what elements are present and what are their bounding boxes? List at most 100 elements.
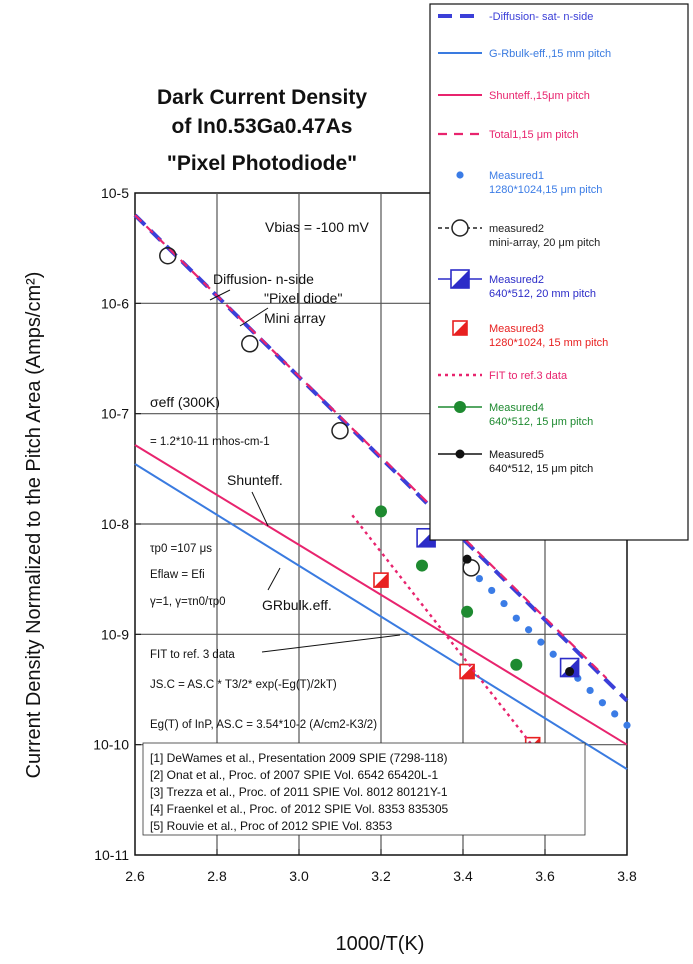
data-point xyxy=(611,710,619,718)
title-line-3: "Pixel Photodiode" xyxy=(167,152,357,175)
x-axis-label: 1000/T(K) xyxy=(336,933,425,955)
legend-marker xyxy=(456,171,464,179)
axis-ticks: 2.6 2.8 3.0 3.2 3.4 3.6 3.8 10-5 10-6 10-7 10-8 10-… xyxy=(93,185,637,884)
x-tick-label: 3.6 xyxy=(535,868,555,884)
legend-marker xyxy=(455,449,465,459)
data-point xyxy=(462,554,472,564)
annotation-gamma: γ=1, γ=τn0/τp0 xyxy=(150,596,226,608)
annotation-vbias: Vbias = -100 mV xyxy=(265,219,370,235)
data-point xyxy=(375,505,387,518)
legend-label: Total1,15 μm pitch xyxy=(489,129,579,141)
legend-label: measured2 xyxy=(489,223,544,235)
annotation-gr-arrow xyxy=(267,567,281,591)
legend: -Diffusion- sat- n-side G-Rbulk-eff.,15 m… xyxy=(429,3,689,541)
title-line-1: Dark Current Density xyxy=(157,86,367,109)
annotation-pixel-diode: "Pixel diode" xyxy=(264,290,342,306)
data-point xyxy=(623,721,631,729)
x-tick-label: 2.8 xyxy=(207,868,227,884)
y-axis-label: Current Density Normalized to the Pitch … xyxy=(23,272,45,779)
annotation-gr: GRbulk.eff. xyxy=(262,597,332,613)
series-line xyxy=(134,463,628,770)
legend-label: -Diffusion- sat- n-side xyxy=(489,11,593,23)
legend-label: Measured4 xyxy=(489,402,544,414)
data-point xyxy=(525,626,533,634)
legend-label: Measured1 xyxy=(489,170,544,182)
chart-title: Dark Current Density of In0.53Ga0.47As "… xyxy=(157,86,367,175)
title-line-2: of In0.53Ga0.47As xyxy=(172,115,353,138)
x-tick-label: 3.4 xyxy=(453,868,473,884)
x-tick-label: 3.2 xyxy=(371,868,391,884)
data-point xyxy=(598,699,607,707)
y-tick-label: 10-7 xyxy=(101,406,129,422)
reference-item: [1] DeWames et al., Presentation 2009 SP… xyxy=(150,751,448,765)
legend-label: Measured2 xyxy=(489,274,544,286)
series xyxy=(462,554,575,677)
annotation-sigma-value: = 1.2*10-11 mhos-cm-1 xyxy=(150,436,270,448)
legend-marker xyxy=(454,401,466,413)
data-point xyxy=(586,686,594,695)
legend-label: 640*512, 20 mm pitch xyxy=(489,288,596,300)
reference-item: [3] Trezza et al., Proc. of 2011 SPIE Vo… xyxy=(150,785,448,799)
data-point xyxy=(537,638,545,646)
data-point xyxy=(461,605,474,618)
x-tick-label: 2.6 xyxy=(125,868,145,884)
y-tick-label: 10-6 xyxy=(101,295,129,311)
x-tick-label: 3.8 xyxy=(617,868,637,884)
legend-label: 640*512, 15 μm pitch xyxy=(489,463,593,475)
legend-label: 1280*1024,15 μm pitch xyxy=(489,184,602,196)
reference-item: [2] Onat et al., Proc. of 2007 SPIE Vol.… xyxy=(150,768,439,782)
series xyxy=(134,463,628,770)
annotation-fit-equation: JS.C = AS.C * T3/2* exp(-Eg(T)/2kT) xyxy=(150,679,337,691)
series-line xyxy=(134,214,608,680)
series xyxy=(134,444,628,746)
legend-label: 640*512, 15 μm pitch xyxy=(489,416,593,428)
annotation-mini-array: Mini array xyxy=(264,310,325,326)
series xyxy=(351,514,546,763)
y-tick-label: 10-9 xyxy=(101,626,129,642)
series xyxy=(475,574,631,729)
annotation-fit-arrow xyxy=(261,634,401,653)
series xyxy=(375,505,523,671)
legend-items: -Diffusion- sat- n-side G-Rbulk-eff.,15 m… xyxy=(438,11,611,475)
y-tick-label: 10-5 xyxy=(101,185,129,201)
series-line xyxy=(351,514,546,763)
reference-item: [5] Rouvie et al., Proc of 2012 SPIE Vol… xyxy=(150,819,392,833)
annotation-shunt: Shunteff. xyxy=(227,472,283,488)
legend-marker-fill xyxy=(453,321,467,335)
annotation-pixel-arrow xyxy=(239,307,269,327)
legend-label: FIT to ref.3 data xyxy=(489,370,568,382)
annotation-sigma: σeff (300K) xyxy=(150,394,220,410)
annotation-tau: τp0 =107 μs xyxy=(150,543,212,555)
annotation-diffusion-arrow xyxy=(209,289,231,301)
y-tick-label: 10-8 xyxy=(101,516,129,532)
reference-item: [4] Fraenkel et al., Proc. of 2012 SPIE … xyxy=(150,802,449,816)
legend-marker xyxy=(451,219,469,237)
annotation-fit-eg: Eg(T) of InP, AS.C = 3.54*10-2 (A/cm2-K3… xyxy=(150,719,377,731)
series xyxy=(134,214,608,680)
legend-label: Measured5 xyxy=(489,449,544,461)
references-box: [1] DeWames et al., Presentation 2009 SP… xyxy=(142,742,586,836)
legend-marker-fill xyxy=(451,270,469,288)
data-point xyxy=(159,246,177,265)
legend-label: G-Rbulk-eff.,15 mm pitch xyxy=(489,48,611,60)
data-point xyxy=(510,658,523,671)
x-tick-label: 3.0 xyxy=(289,868,309,884)
references-frame xyxy=(142,742,586,836)
legend-label: 1280*1024, 15 mm pitch xyxy=(489,337,608,349)
series-line xyxy=(134,444,628,746)
data-point xyxy=(475,574,483,583)
legend-label: Shunteff.,15μm pitch xyxy=(489,90,590,102)
data-point-fill xyxy=(374,573,388,588)
data-point xyxy=(416,559,428,572)
legend-label: mini-array, 20 μm pitch xyxy=(489,237,600,249)
annotation-diffusion: Diffusion- n-side xyxy=(213,271,314,287)
data-point xyxy=(565,667,575,677)
annotation-shunt-arrow xyxy=(251,491,269,527)
annotation-eflaw: Eflaw = Efi xyxy=(150,569,205,581)
y-tick-label: 10-11 xyxy=(94,847,129,863)
data-point xyxy=(500,599,508,608)
legend-frame xyxy=(429,3,689,541)
legend-label: Measured3 xyxy=(489,323,544,335)
annotation-fit-title: FIT to ref. 3 data xyxy=(150,649,235,661)
